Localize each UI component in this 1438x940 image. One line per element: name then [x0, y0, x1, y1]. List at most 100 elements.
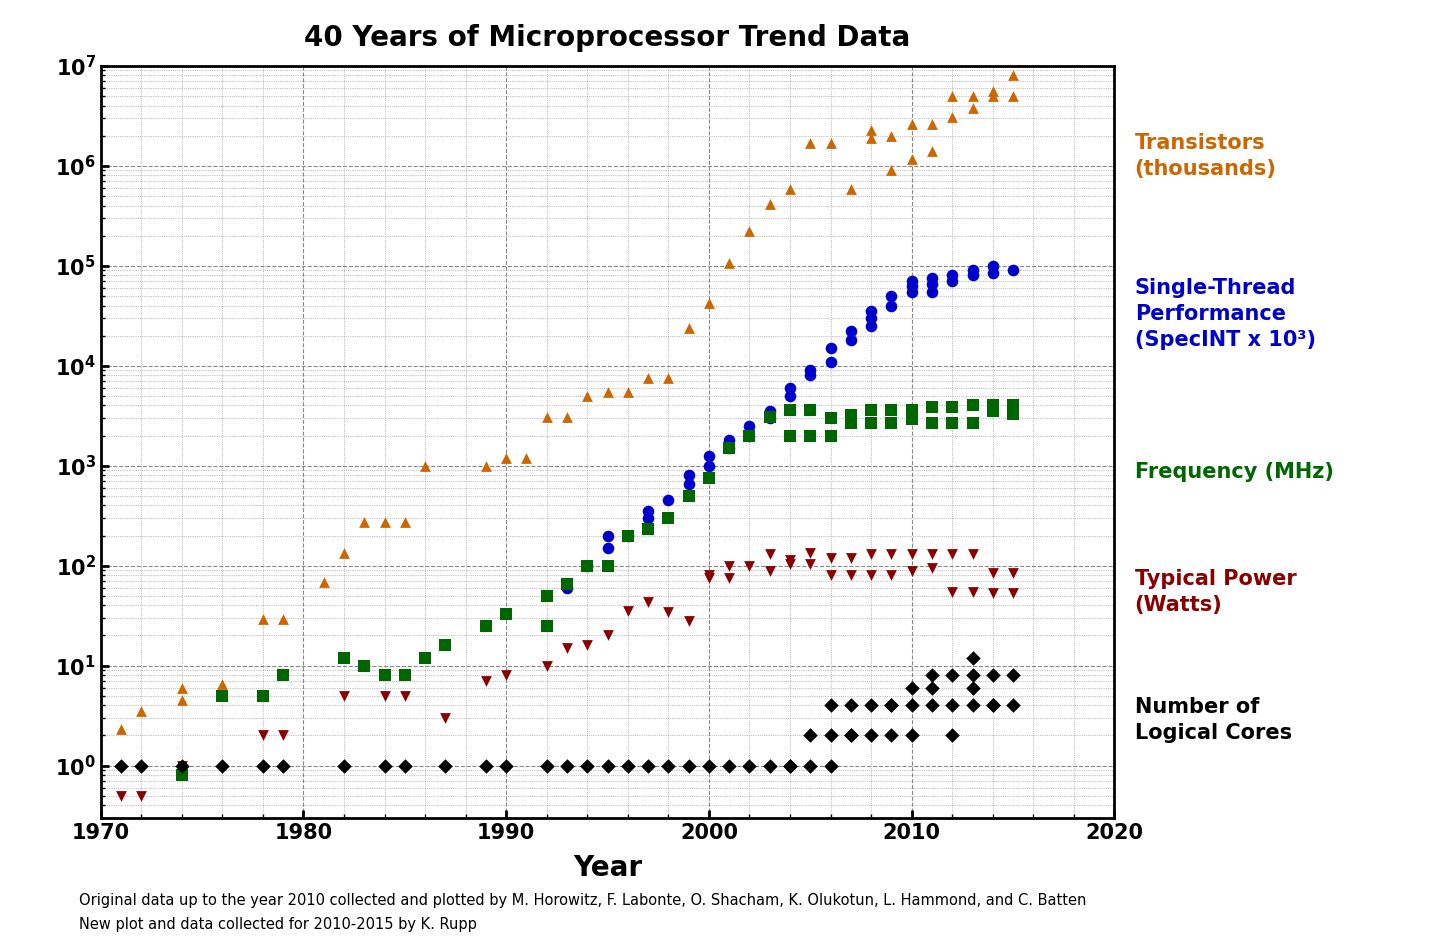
- Point: [920, 415, 943, 430]
- Point: [372, 758, 395, 773]
- Point: [900, 697, 923, 713]
- Point: [677, 321, 700, 336]
- Point: [880, 415, 903, 431]
- Point: [940, 274, 963, 289]
- Point: [495, 450, 518, 465]
- Point: [575, 637, 598, 652]
- Point: [738, 758, 761, 773]
- Point: [718, 441, 741, 456]
- Point: [880, 128, 903, 143]
- Point: [820, 428, 843, 443]
- Point: [657, 510, 680, 525]
- Point: [778, 388, 801, 403]
- Point: [1002, 586, 1025, 601]
- Point: [778, 552, 801, 567]
- Point: [961, 681, 984, 696]
- X-axis label: Year: Year: [572, 854, 643, 882]
- Point: [394, 514, 417, 529]
- Point: [677, 488, 700, 503]
- Point: [758, 404, 781, 419]
- Point: [940, 415, 963, 430]
- Point: [778, 381, 801, 396]
- Text: Number of
Logical Cores: Number of Logical Cores: [1135, 697, 1291, 744]
- Point: [758, 409, 781, 424]
- Point: [920, 681, 943, 696]
- Point: [778, 402, 801, 417]
- Point: [900, 412, 923, 427]
- Point: [860, 304, 883, 319]
- Point: [778, 758, 801, 773]
- Point: [981, 697, 1004, 713]
- Point: [940, 585, 963, 600]
- Point: [840, 550, 863, 565]
- Point: [555, 580, 578, 595]
- Point: [657, 370, 680, 385]
- Point: [434, 711, 457, 726]
- Point: [535, 758, 558, 773]
- Point: [535, 619, 558, 634]
- Point: [860, 697, 883, 713]
- Point: [170, 693, 193, 708]
- Point: [677, 614, 700, 629]
- Point: [758, 411, 781, 426]
- Point: [617, 758, 640, 773]
- Point: [961, 585, 984, 600]
- Point: [800, 728, 823, 743]
- Point: [272, 758, 295, 773]
- Point: [718, 256, 741, 271]
- Point: [981, 258, 1004, 274]
- Point: [981, 398, 1004, 413]
- Point: [920, 547, 943, 562]
- Point: [597, 540, 620, 556]
- Point: [840, 181, 863, 196]
- Point: [800, 758, 823, 773]
- Point: [840, 728, 863, 743]
- Point: [1002, 88, 1025, 103]
- Point: [597, 758, 620, 773]
- Point: [820, 697, 843, 713]
- Point: [758, 758, 781, 773]
- Point: [981, 697, 1004, 713]
- Point: [860, 122, 883, 137]
- Point: [597, 558, 620, 573]
- Point: [129, 788, 152, 803]
- Point: [738, 428, 761, 443]
- Point: [272, 728, 295, 743]
- Point: [677, 758, 700, 773]
- Point: [394, 758, 417, 773]
- Point: [820, 568, 843, 583]
- Point: [718, 558, 741, 573]
- Point: [475, 619, 498, 634]
- Point: [109, 854, 132, 870]
- Point: [860, 402, 883, 417]
- Text: Single-Thread
Performance
(SpecINT x 10³): Single-Thread Performance (SpecINT x 10³…: [1135, 277, 1316, 351]
- Point: [860, 728, 883, 743]
- Point: [900, 151, 923, 166]
- Point: [778, 428, 801, 443]
- Point: [900, 274, 923, 289]
- Point: [860, 319, 883, 334]
- Point: [1002, 667, 1025, 682]
- Point: [840, 697, 863, 713]
- Point: [414, 458, 437, 473]
- Point: [697, 448, 720, 463]
- Point: [961, 268, 984, 283]
- Point: [860, 415, 883, 431]
- Point: [940, 697, 963, 713]
- Point: [860, 131, 883, 146]
- Point: [860, 310, 883, 325]
- Point: [252, 688, 275, 703]
- Point: [170, 681, 193, 696]
- Point: [170, 758, 193, 773]
- Point: [981, 265, 1004, 280]
- Point: [1002, 398, 1025, 413]
- Point: [961, 101, 984, 116]
- Point: [920, 697, 943, 713]
- Point: [475, 458, 498, 473]
- Point: [495, 606, 518, 621]
- Point: [617, 528, 640, 543]
- Point: [800, 402, 823, 417]
- Point: [981, 667, 1004, 682]
- Point: [697, 568, 720, 583]
- Point: [820, 728, 843, 743]
